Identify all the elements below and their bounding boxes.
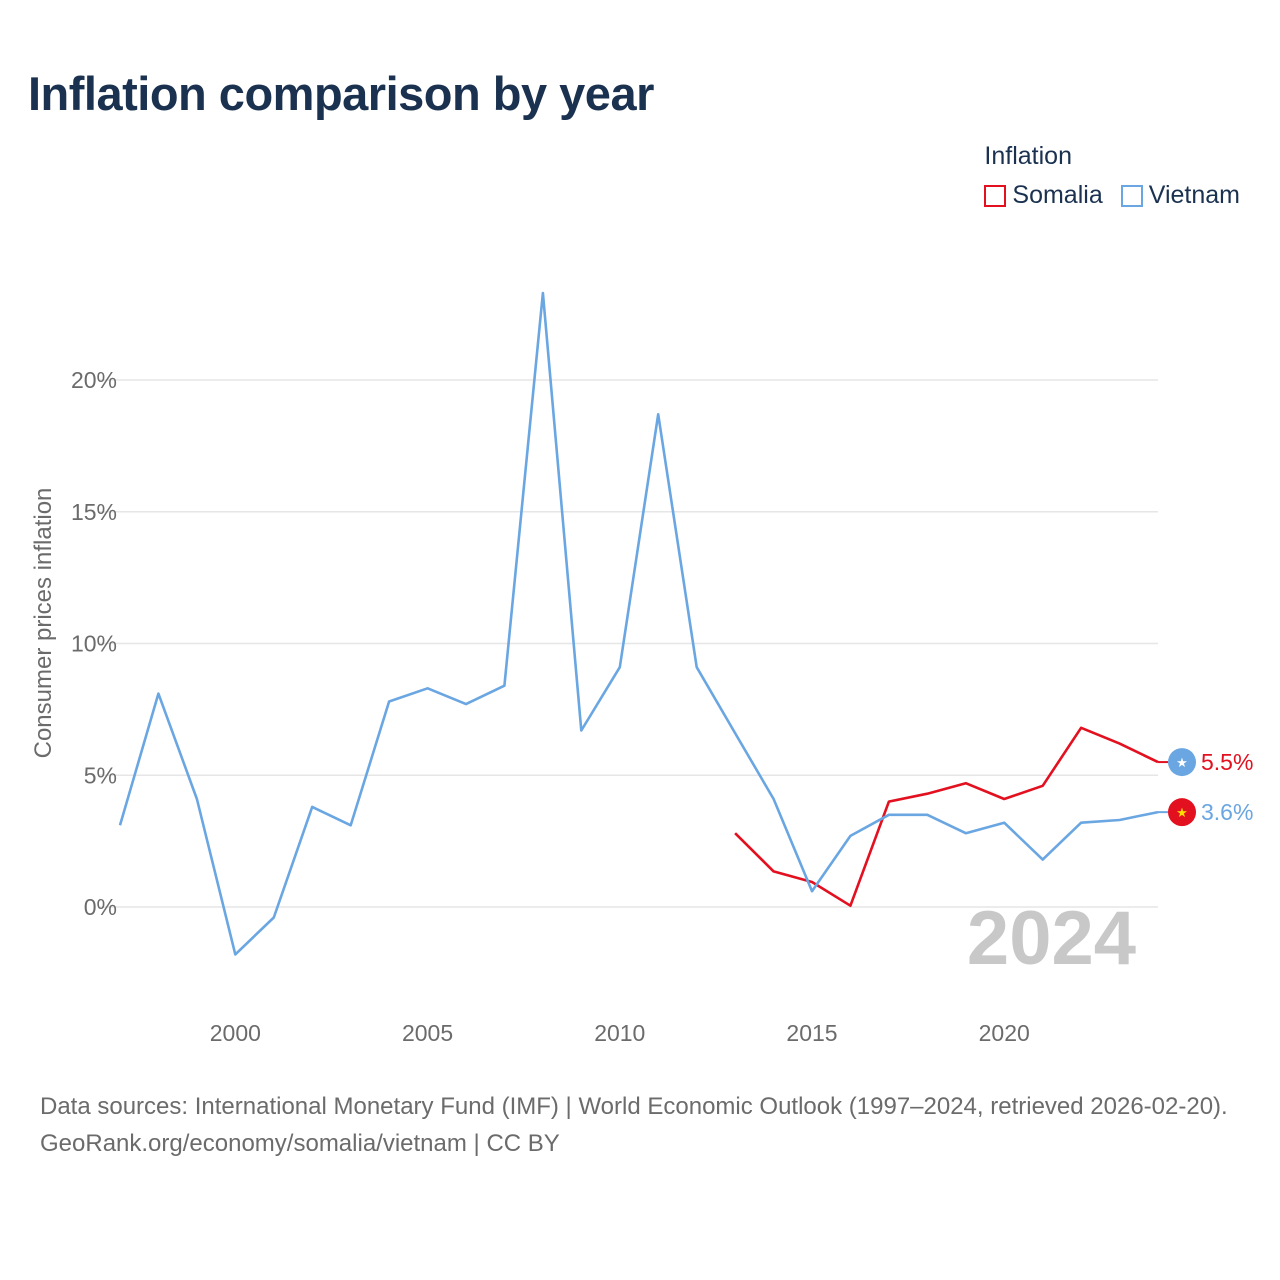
y-axis: 0% 5% 10% 15% 20% [71, 367, 117, 920]
x-axis: 2000 2005 2010 2015 2020 [210, 1020, 1030, 1046]
legend-swatch-vietnam [1120, 184, 1143, 207]
series-line-vietnam[interactable] [118, 291, 1159, 956]
x-tick-label: 2015 [786, 1020, 837, 1046]
chart-svg: 2024 0%5%10%15%20% 2000 2005 2010 2015 2020 … [30, 291, 1253, 1046]
x-tick-label: 2005 [402, 1020, 453, 1046]
legend: Inflation Somalia Vietnam [984, 142, 1240, 210]
end-markers: ★ 5.5% ★ 3.6% [1158, 748, 1253, 827]
series-group [118, 291, 1159, 956]
end-label-somalia: 5.5% [1201, 749, 1253, 775]
y-tick-label: 10% [71, 631, 117, 657]
legend-label-somalia: Somalia [1012, 181, 1103, 209]
y-tick-label: 0% [84, 894, 117, 920]
star-icon: ★ [1176, 806, 1188, 821]
x-tick-label: 2000 [210, 1020, 261, 1046]
series-line-somalia[interactable] [734, 726, 1159, 908]
x-tick-label: 2010 [594, 1020, 645, 1046]
legend-swatch-somalia [984, 184, 1007, 207]
star-icon: ★ [1176, 756, 1188, 771]
source-text: Data sources: International Monetary Fun… [40, 1093, 1228, 1120]
end-label-vietnam: 3.6% [1201, 799, 1253, 825]
y-tick-label: 20% [71, 367, 117, 393]
x-tick-label: 2020 [979, 1020, 1030, 1046]
source-url[interactable]: GeoRank.org/economy/somalia/vietnam | CC… [40, 1130, 560, 1157]
legend-item-somalia[interactable]: Somalia [984, 181, 1103, 210]
y-tick-label: 5% [84, 762, 117, 788]
legend-item-vietnam[interactable]: Vietnam [1120, 181, 1240, 210]
legend-title: Inflation [984, 142, 1072, 170]
flag-vietnam-icon [1168, 798, 1196, 827]
grid [100, 379, 1158, 908]
data-source: Data sources: International Monetary Fun… [40, 1088, 1250, 1162]
y-axis-label: Consumer prices inflation [30, 488, 57, 759]
flag-somalia-icon [1168, 748, 1196, 777]
chart-title: Inflation comparison by year [28, 67, 654, 120]
legend-label-vietnam: Vietnam [1148, 181, 1240, 209]
y-tick-label: 15% [71, 499, 117, 525]
year-label: 2024 [967, 896, 1136, 981]
